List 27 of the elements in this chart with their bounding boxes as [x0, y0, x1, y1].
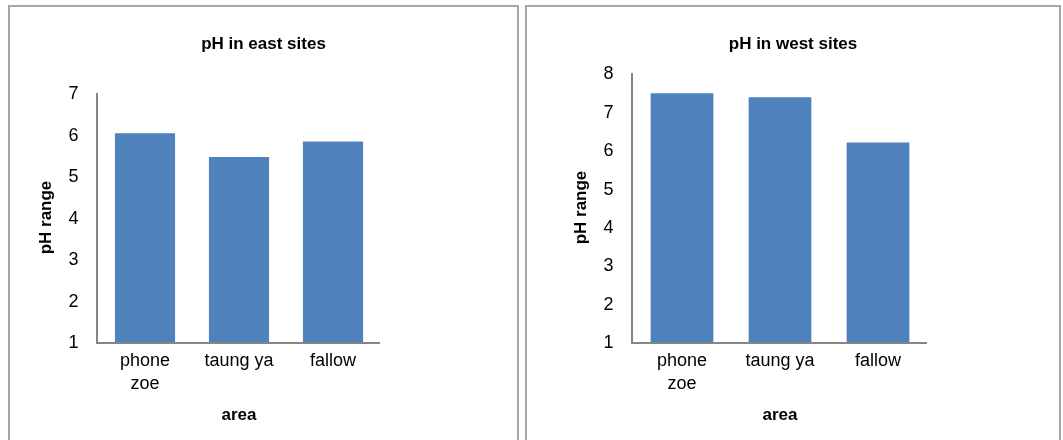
- x-tick-label: taung ya: [745, 349, 816, 370]
- x-tick-label: fallow: [854, 349, 902, 370]
- y-tick-label: 2: [68, 290, 79, 311]
- y-tick-label: 7: [68, 83, 79, 104]
- y-axis-title: pH range: [571, 170, 591, 245]
- chart-title: pH in east sites: [201, 34, 326, 54]
- x-tick-label: fallow: [309, 349, 357, 370]
- y-tick-label: 4: [68, 207, 79, 228]
- y-tick-label: 8: [603, 63, 614, 84]
- x-tick-label: phone zoe: [656, 349, 708, 393]
- y-axis-title: pH range: [36, 180, 56, 255]
- y-tick-label: 1: [603, 332, 614, 353]
- x-tick-label: taung ya: [204, 349, 275, 370]
- x-axis-title: area: [762, 404, 799, 424]
- y-tick-label: 7: [603, 101, 614, 122]
- y-tick-label: 5: [68, 166, 79, 187]
- y-tick-label: 5: [603, 178, 614, 199]
- x-axis-title: area: [221, 404, 258, 424]
- y-tick-label: 4: [603, 217, 614, 238]
- y-tick-label: 2: [603, 293, 614, 314]
- x-tick-label: phone zoe: [119, 349, 171, 393]
- chart-title: pH in west sites: [728, 34, 858, 54]
- y-tick-label: 1: [68, 332, 79, 353]
- y-tick-label: 6: [68, 124, 79, 145]
- y-tick-label: 6: [603, 140, 614, 161]
- y-tick-label: 3: [68, 249, 79, 270]
- y-tick-label: 3: [603, 255, 614, 276]
